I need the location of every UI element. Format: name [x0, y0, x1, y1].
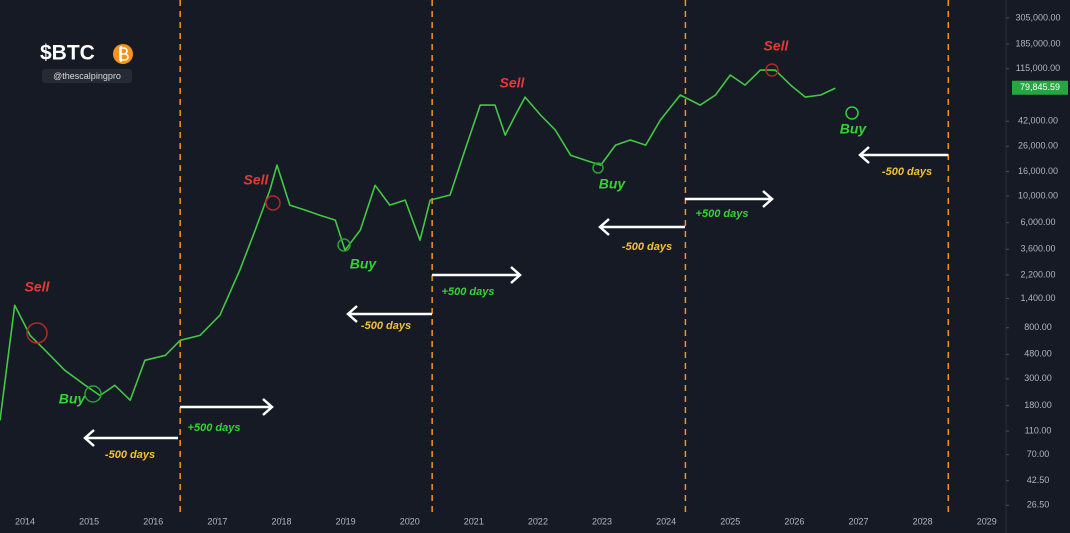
y-tick-label: 185,000.00 [1015, 38, 1060, 48]
y-tick-label: 70.00 [1027, 449, 1050, 459]
annotation: Buy [840, 121, 868, 137]
y-tick-label: 480.00 [1024, 349, 1052, 359]
x-tick-label: 2024 [656, 516, 676, 526]
y-tick-label: 110.00 [1025, 425, 1052, 435]
arrow [858, 146, 948, 164]
signal-circle [765, 63, 779, 77]
arrow [180, 398, 274, 416]
annotation: Buy [59, 391, 87, 407]
last-price-badge [1012, 80, 1068, 95]
y-tick-label: 26,000.00 [1018, 141, 1058, 151]
annotation: Sell [244, 172, 270, 188]
x-tick-label: 2028 [913, 516, 933, 526]
x-tick-label: 2015 [79, 516, 99, 526]
annotation: Sell [500, 75, 526, 91]
annotation: +500 days [442, 286, 495, 298]
y-tick-label: 115,000.00 [1016, 63, 1060, 73]
x-tick-label: 2027 [849, 516, 869, 526]
y-tick-label: 180.00 [1024, 400, 1052, 410]
signal-circle [84, 385, 102, 403]
arrow [598, 218, 685, 236]
annotation: -500 days [882, 166, 932, 178]
x-tick-label: 2017 [207, 516, 227, 526]
x-tick-label: 2016 [143, 516, 163, 526]
x-tick-label: 2021 [464, 516, 484, 526]
annotation: Sell [25, 279, 51, 295]
y-tick-label: 2,200.00 [1020, 269, 1055, 279]
handle-badge [42, 69, 132, 83]
handle: @thescalpingpro [53, 71, 121, 81]
x-tick-label: 2025 [720, 516, 740, 526]
y-tick-label: 10,000.00 [1018, 190, 1058, 200]
price-line [0, 69, 836, 421]
y-tick-label: 26.50 [1027, 500, 1050, 510]
y-tick-label: 300.00 [1024, 373, 1052, 383]
annotation: +500 days [696, 208, 749, 220]
y-tick-label: 305,000.00 [1015, 12, 1060, 22]
signal-circle [592, 162, 604, 174]
x-tick-label: 2019 [336, 516, 356, 526]
annotation: +500 days [188, 422, 241, 434]
y-tick-label: 16,000.00 [1018, 166, 1058, 176]
y-tick-label: 3,600.00 [1020, 244, 1055, 254]
annotation: Buy [599, 176, 627, 192]
y-tick-label: 800.00 [1024, 322, 1052, 332]
signal-circle [26, 322, 48, 344]
signal-circle [845, 106, 859, 120]
x-tick-label: 2018 [271, 516, 291, 526]
arrow [83, 429, 178, 447]
y-tick-label: 6,000.00 [1020, 217, 1055, 227]
annotation: -500 days [622, 241, 672, 253]
annotation: -500 days [105, 449, 155, 461]
chart-title: $BTC [40, 42, 95, 65]
y-tick-label: 42.50 [1027, 475, 1050, 485]
arrow [685, 190, 774, 208]
signal-circle [265, 195, 281, 211]
x-tick-label: 2026 [784, 516, 804, 526]
annotation: Buy [350, 256, 378, 272]
x-tick-label: 2014 [15, 516, 35, 526]
y-tick-label: 42,000.00 [1018, 116, 1058, 126]
x-tick-label: 2020 [400, 516, 420, 526]
arrow [432, 266, 522, 284]
annotation: Sell [764, 38, 790, 54]
signal-circle [337, 238, 351, 252]
arrow [346, 305, 432, 323]
bitcoin-logo-glyph [119, 46, 129, 62]
x-tick-label: 2022 [528, 516, 548, 526]
y-tick-label: 1,400.00 [1020, 293, 1055, 303]
last-price-label: 79,845.59 [1020, 82, 1060, 92]
x-tick-label: 2023 [592, 516, 612, 526]
annotation: -500 days [361, 320, 411, 332]
x-tick-label: 2029 [977, 516, 997, 526]
